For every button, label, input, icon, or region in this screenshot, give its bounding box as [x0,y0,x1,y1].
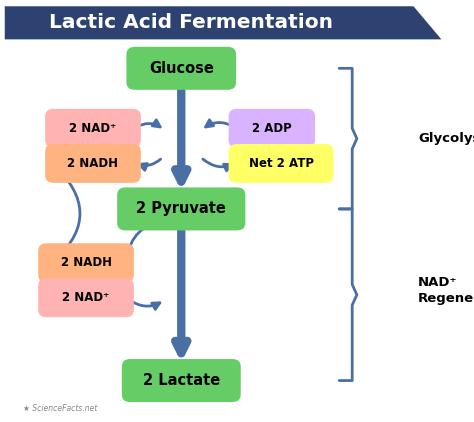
Text: 2 Pyruvate: 2 Pyruvate [137,201,226,216]
FancyBboxPatch shape [122,359,241,402]
Text: NAD⁺
Regeneration: NAD⁺ Regeneration [418,276,474,305]
FancyBboxPatch shape [45,109,141,148]
Polygon shape [5,6,441,39]
Text: Glycolysis: Glycolysis [418,132,474,145]
Text: Net 2 ATP: Net 2 ATP [249,157,314,170]
Text: 2 NADH: 2 NADH [67,157,118,170]
Text: Lactic Acid Fermentation: Lactic Acid Fermentation [48,14,333,32]
FancyBboxPatch shape [228,144,334,183]
Text: 2 ADP: 2 ADP [252,122,292,135]
FancyBboxPatch shape [127,47,236,90]
FancyBboxPatch shape [38,243,134,282]
Text: 2 NAD⁺: 2 NAD⁺ [69,122,117,135]
FancyBboxPatch shape [45,144,141,183]
FancyBboxPatch shape [117,187,246,230]
FancyBboxPatch shape [38,279,134,317]
FancyBboxPatch shape [228,109,315,148]
Text: 2 NAD⁺: 2 NAD⁺ [63,291,109,304]
Text: Glucose: Glucose [149,61,214,76]
Text: ★ ScienceFacts.net: ★ ScienceFacts.net [23,404,98,413]
Text: 2 Lactate: 2 Lactate [143,373,220,388]
Text: 2 NADH: 2 NADH [61,256,111,269]
